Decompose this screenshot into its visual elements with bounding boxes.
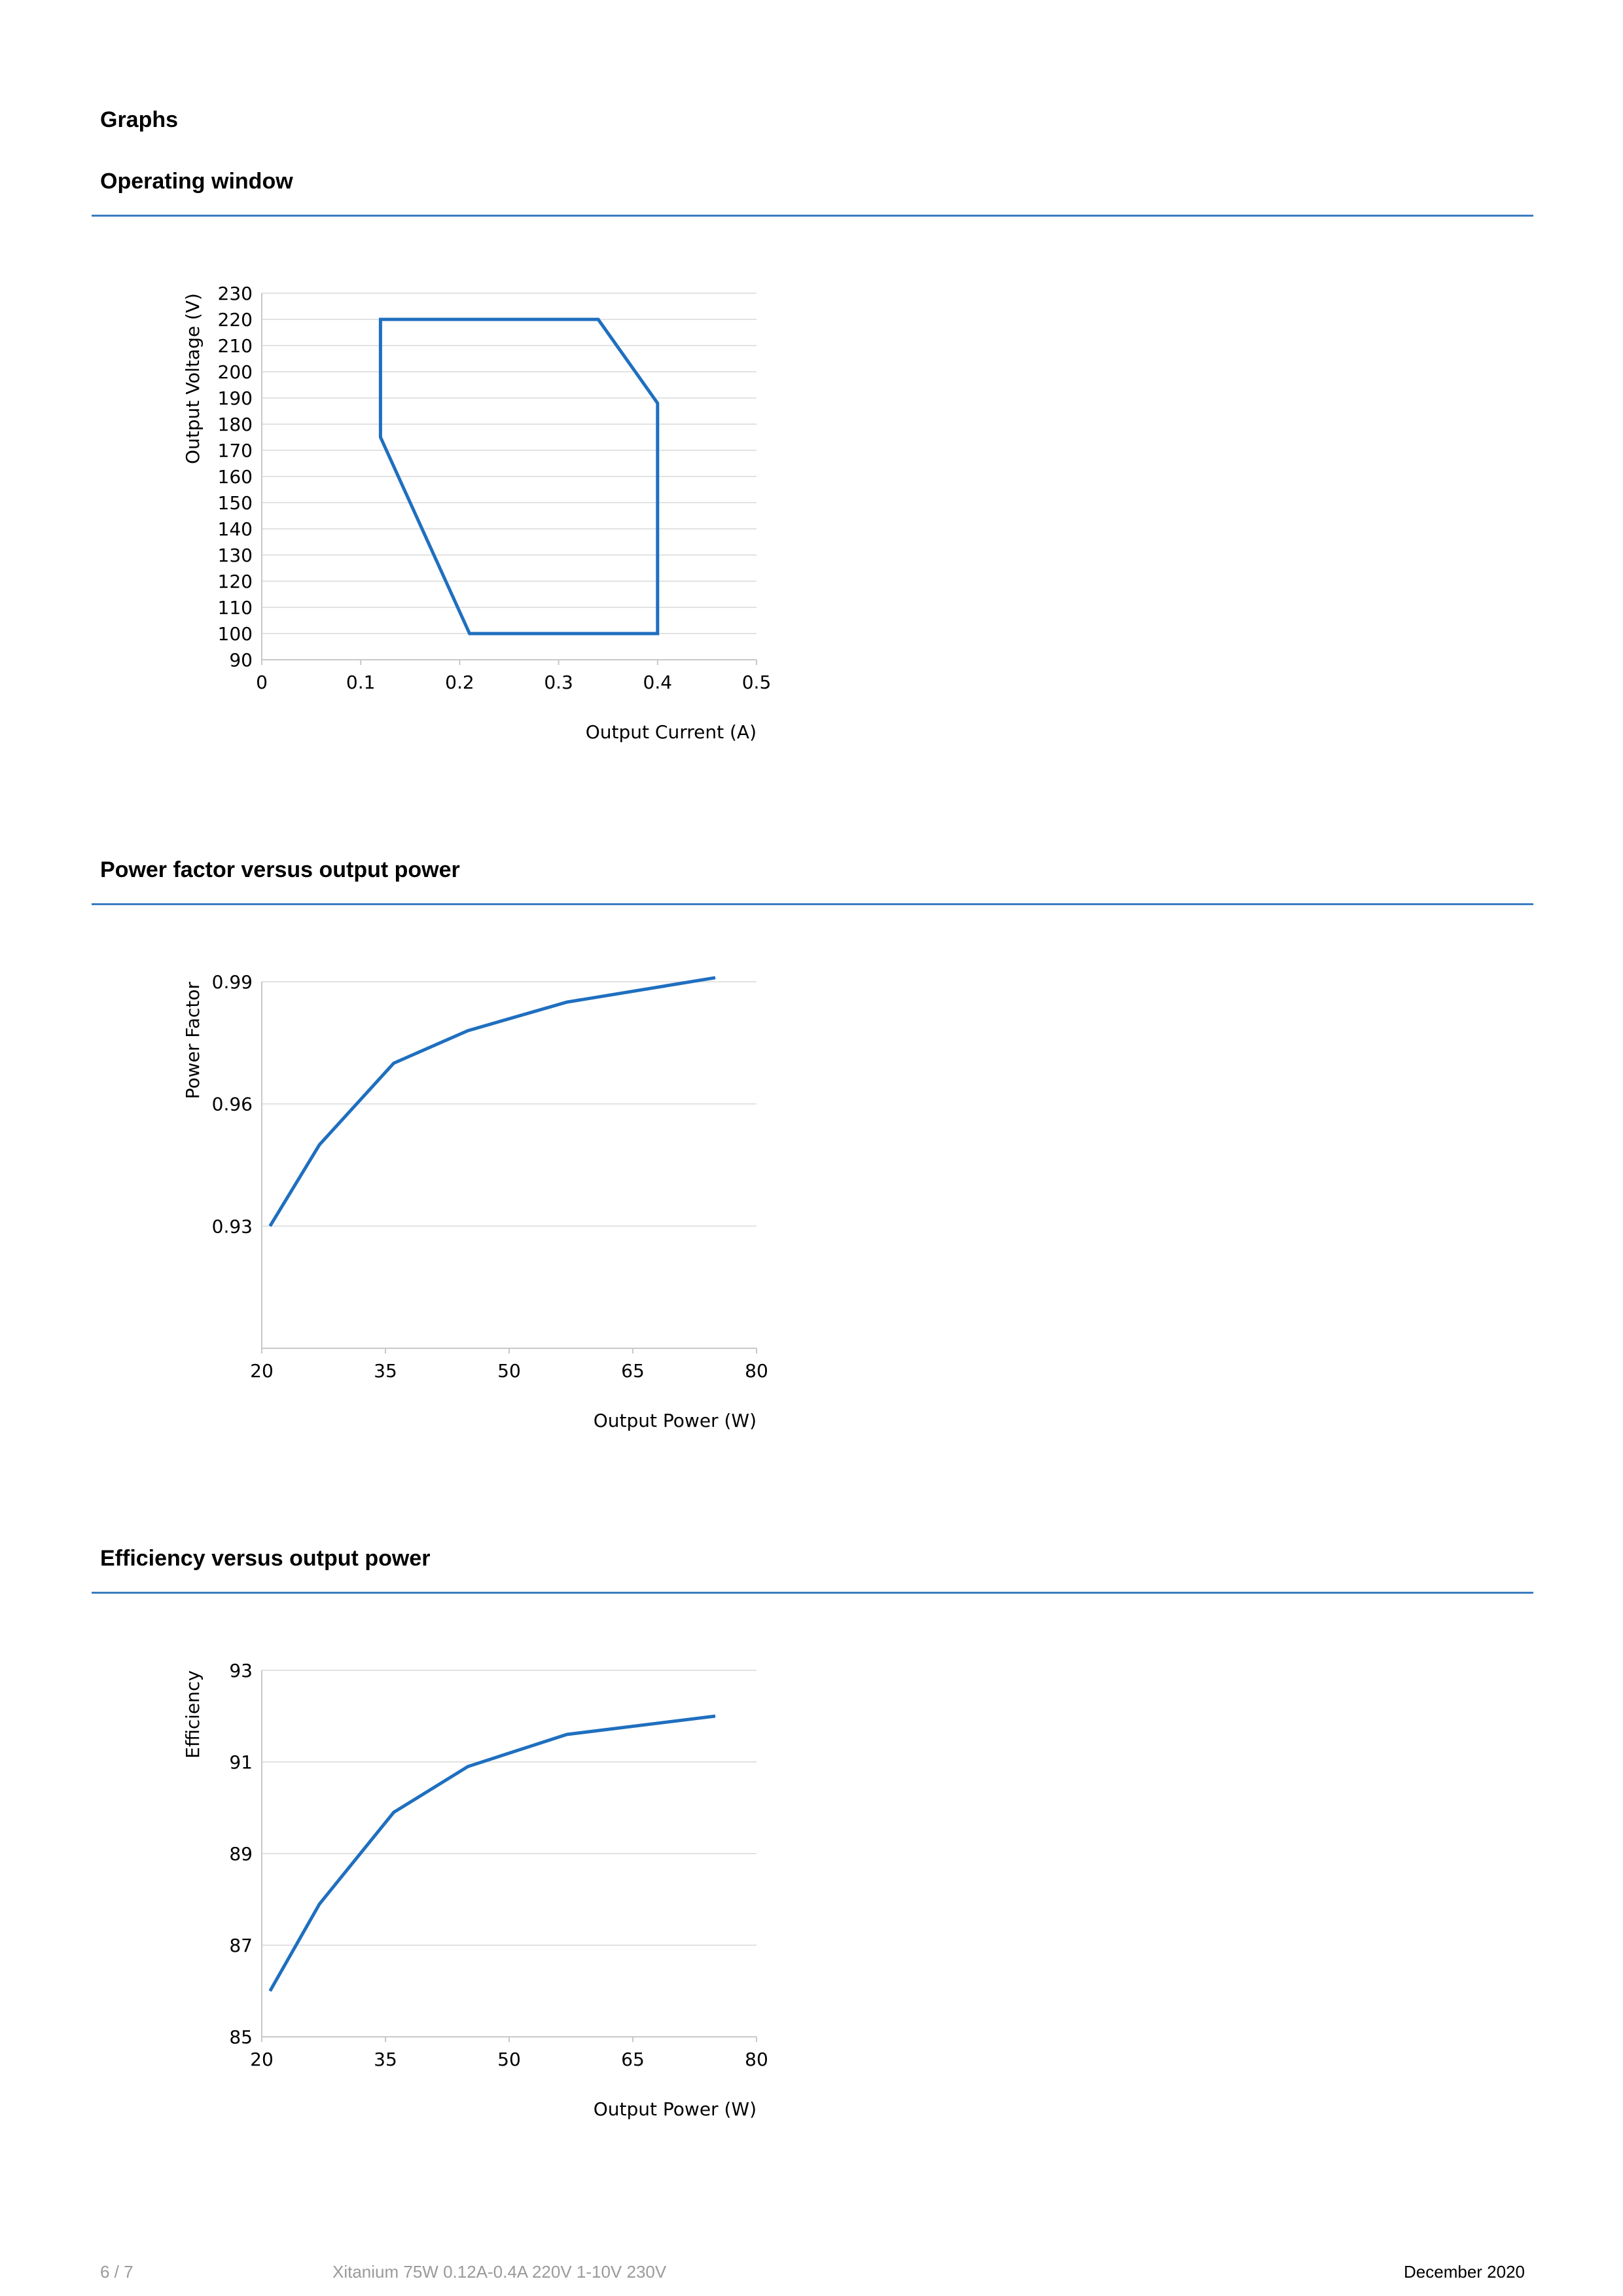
series-line	[268, 1714, 716, 1992]
chart-svg: 0.93 0.96 0.99 20 35 50 65 80 Output Power (W) Po…	[182, 971, 768, 1431]
x-tick-label: 0.5	[742, 672, 772, 693]
y-tick-label: 170	[218, 440, 253, 461]
y-tick-label: 93	[229, 1660, 253, 1681]
operating-window-chart: 90 100 110 120 130 140 150 160 170 180 190 200 210 22…	[170, 262, 798, 759]
y-tick-label: 110	[218, 597, 253, 619]
x-tick-label: 65	[621, 2049, 645, 2070]
x-tick-label: 80	[745, 2049, 768, 2070]
y-tick-label: 90	[229, 649, 253, 671]
chart-1-heading: Operating window	[100, 169, 293, 194]
x-tick-label: 20	[250, 1360, 274, 1382]
y-tick-label: 230	[218, 283, 253, 304]
y-tick-label: 91	[229, 1751, 253, 1773]
y-tick-label: 220	[218, 309, 253, 331]
x-tick-label: 35	[374, 1360, 397, 1382]
y-tick-label: 87	[229, 1935, 253, 1956]
y-tick-label: 100	[218, 623, 253, 645]
y-tick-label: 190	[218, 387, 253, 409]
x-tick-label: 80	[745, 1360, 768, 1382]
x-tick-label: 0.1	[346, 672, 376, 693]
x-tick-label: 50	[497, 1360, 521, 1382]
chart-svg: 90 100 110 120 130 140 150 160 170 180 190 200 210 22…	[182, 283, 772, 743]
x-tick-label: 0.4	[643, 672, 673, 693]
y-tick-label: 0.93	[212, 1215, 253, 1237]
y-tick-label: 160	[218, 466, 253, 488]
y-axis-title: Efficiency	[182, 1670, 204, 1759]
x-tick-label: 0.2	[445, 672, 474, 693]
footer-page-number: 6 / 7	[100, 2262, 134, 2282]
series-line	[268, 976, 716, 1227]
x-tick-label: 20	[250, 2049, 274, 2070]
chart-2-rule	[92, 903, 1533, 905]
x-tick-label: 35	[374, 2049, 397, 2070]
y-tick-label: 85	[229, 2026, 253, 2048]
chart-svg: 85 87 89 91 93 20 35 50 65 80 Output Power (W) Effi…	[182, 1660, 768, 2120]
chart-3-rule	[92, 1592, 1533, 1594]
chart-1-rule	[92, 215, 1533, 217]
y-tick-label: 0.99	[212, 971, 253, 993]
y-tick-label: 130	[218, 545, 253, 566]
efficiency-chart: 85 87 89 91 93 20 35 50 65 80 Output Power (W) Effi…	[170, 1639, 798, 2136]
y-tick-label: 140	[218, 518, 253, 540]
y-tick-label: 0.96	[212, 1094, 253, 1115]
x-tick-label: 50	[497, 2049, 521, 2070]
footer-date: December 2020	[1404, 2262, 1525, 2282]
power-factor-chart: 0.93 0.96 0.99 20 35 50 65 80 Output Power (W) Po…	[170, 950, 798, 1448]
y-tick-label: 200	[218, 361, 253, 383]
x-axis-title: Output Power (W)	[594, 1410, 757, 1431]
footer-product-name: Xitanium 75W 0.12A-0.4A 220V 1-10V 230V	[332, 2262, 667, 2282]
y-axis-title: Power Factor	[182, 982, 204, 1100]
series-line	[378, 317, 660, 636]
x-tick-label: 0	[256, 672, 268, 693]
y-axis-title: Output Voltage (V)	[182, 293, 204, 464]
y-tick-label: 150	[218, 492, 253, 514]
y-tick-label: 120	[218, 571, 253, 592]
x-axis-title: Output Current (A)	[586, 721, 757, 743]
y-tick-label: 210	[218, 335, 253, 357]
chart-2-heading: Power factor versus output power	[100, 857, 460, 882]
chart-3-heading: Efficiency versus output power	[100, 1546, 431, 1571]
x-tick-label: 0.3	[544, 672, 573, 693]
x-axis-title: Output Power (W)	[594, 2098, 757, 2120]
y-tick-label: 89	[229, 1843, 253, 1865]
y-tick-label: 180	[218, 414, 253, 435]
x-tick-label: 65	[621, 1360, 645, 1382]
section-title: Graphs	[100, 107, 179, 132]
